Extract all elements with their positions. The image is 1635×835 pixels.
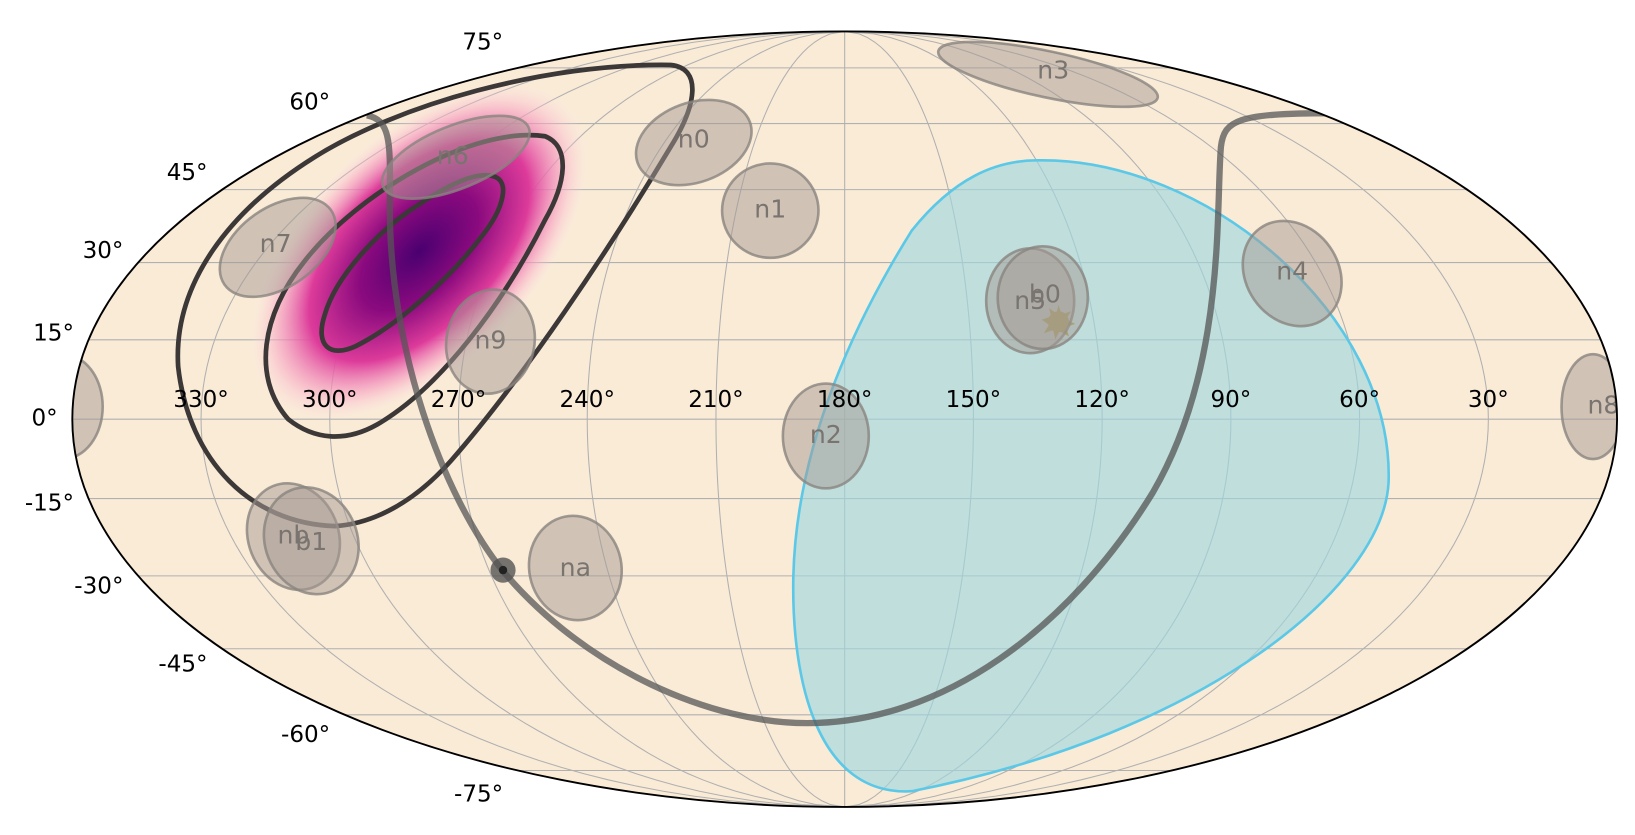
detector-label: n7: [260, 229, 292, 258]
grid-line: [715, 31, 845, 807]
longitude-label: 150°: [946, 387, 1002, 413]
longitude-label: 330°: [173, 387, 229, 413]
detector-b0: [996, 244, 1090, 351]
detector-label: b1: [295, 527, 327, 556]
longitude-label: 300°: [302, 387, 358, 413]
latitude-label: 15°: [33, 321, 74, 347]
detector-label: b0: [1029, 280, 1061, 309]
detector-n0: [634, 98, 753, 187]
detector-label: n1: [754, 195, 786, 224]
detector-n8: [1560, 352, 1618, 461]
detector-b1: [262, 486, 360, 596]
detector-n4: [1241, 219, 1343, 328]
detector-label: n6: [437, 141, 469, 170]
detector-label: n5: [1014, 286, 1046, 315]
latitude-label: 75°: [462, 30, 503, 56]
latitude-label: 45°: [167, 160, 208, 186]
detector-label: n8: [1587, 391, 1619, 420]
detector-n1: [720, 162, 820, 260]
sky-border: [71, 30, 1619, 808]
detector-n7: [218, 196, 337, 299]
detector-label: n2: [810, 420, 842, 449]
detector-label: n9: [474, 326, 506, 355]
longitude-label: 30°: [1468, 387, 1509, 413]
detector-n2: [781, 382, 871, 490]
detector-label: n3: [1037, 55, 1069, 84]
detector-label: n4: [1276, 256, 1308, 285]
detector-n3: [936, 40, 1160, 109]
longitude-label: 90°: [1210, 387, 1251, 413]
latitude-label: -45°: [158, 651, 207, 677]
longitude-label: 180°: [817, 387, 873, 413]
earth-occultation: [791, 159, 1390, 793]
contour-10: [319, 172, 506, 353]
grid-line: [844, 31, 1489, 807]
detector-label: na: [560, 553, 591, 582]
galactic-center-dot: [498, 565, 508, 575]
latitude-label: 60°: [289, 89, 330, 115]
latitude-label: -60°: [281, 722, 330, 748]
map-group: n0 n1 n2 n3 n4 n5 b0 n6 n7 n8 n9 na nb b…: [25, 30, 1619, 808]
grid-line: [457, 31, 845, 807]
detector-label: nb: [277, 521, 309, 550]
detector-na: [527, 514, 624, 622]
detector-n6: [380, 114, 532, 200]
detector-label: n0: [678, 124, 710, 153]
longitude-label: 60°: [1339, 387, 1380, 413]
longitude-label: 210°: [688, 387, 744, 413]
latitude-label: -30°: [74, 573, 123, 599]
latitude-label: 0°: [31, 406, 57, 432]
longitude-label: 120°: [1074, 387, 1130, 413]
latitude-label: -75°: [454, 782, 503, 808]
latitude-label: 30°: [83, 238, 124, 264]
detector-n8-wrap: [72, 352, 105, 461]
graticule-labels: 75° 60° 45° 30° 15° 0° -15° -30° -45° -60° -75° 330…: [25, 30, 1509, 808]
overlays: n0 n1 n2 n3 n4 n5 b0 n6 n7 n8 n9 na nb b…: [72, 40, 1619, 793]
latitude-label: -15°: [25, 491, 74, 517]
longitude-label: 270°: [431, 387, 487, 413]
detector-n9: [444, 288, 537, 396]
contour-50: [263, 132, 566, 439]
longitude-label: 240°: [559, 387, 615, 413]
galactic-plane: [365, 110, 1331, 727]
